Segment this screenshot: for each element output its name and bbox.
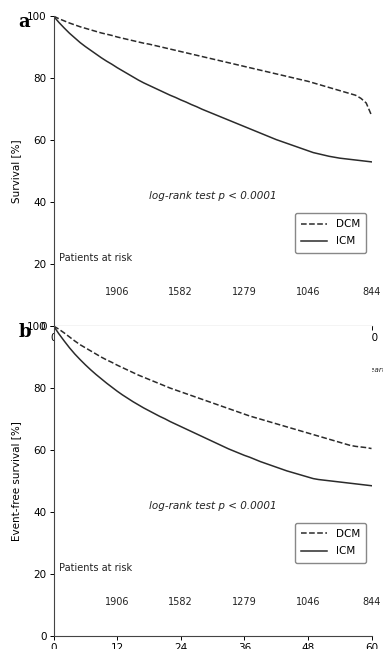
ICM <box>51 323 56 330</box>
DCM <box>115 361 119 369</box>
Text: b: b <box>19 323 31 341</box>
Text: ICM: Ischemic Cardiomyopathy; DCM: Dilated Cardiomyopathy; CHF: Chronic systolic: ICM: Ischemic Cardiomyopathy; DCM: Dilat… <box>54 367 383 373</box>
Text: 1906: 1906 <box>105 287 129 297</box>
ICM <box>369 158 374 165</box>
DCM <box>51 323 56 330</box>
Text: a: a <box>19 13 30 31</box>
Text: 1582: 1582 <box>169 287 193 297</box>
ICM <box>327 477 331 485</box>
ICM <box>242 452 247 459</box>
DCM <box>51 12 56 20</box>
DCM <box>115 33 119 41</box>
Text: Patients at risk: Patients at risk <box>59 563 132 573</box>
DCM <box>242 62 247 70</box>
Text: 1046: 1046 <box>296 597 320 607</box>
ICM <box>221 114 226 122</box>
Line: DCM: DCM <box>54 326 372 448</box>
Text: 1582: 1582 <box>169 597 193 607</box>
Line: ICM: ICM <box>54 16 372 162</box>
ICM <box>115 387 119 395</box>
Legend: DCM, ICM: DCM, ICM <box>295 523 366 563</box>
DCM <box>221 403 226 411</box>
Y-axis label: Survival [%]: Survival [%] <box>11 140 21 203</box>
DCM <box>327 84 331 92</box>
Line: DCM: DCM <box>54 16 372 116</box>
ICM <box>115 64 119 71</box>
Text: log-rank test p < 0.0001: log-rank test p < 0.0001 <box>149 501 277 511</box>
Text: 1906: 1906 <box>105 597 129 607</box>
DCM <box>221 58 226 66</box>
ICM <box>369 482 374 489</box>
ICM <box>327 153 331 160</box>
DCM <box>369 445 374 452</box>
DCM <box>126 36 130 43</box>
Legend: DCM, ICM: DCM, ICM <box>295 213 366 252</box>
Text: 1046: 1046 <box>296 287 320 297</box>
DCM <box>369 112 374 119</box>
Text: Patients at risk: Patients at risk <box>59 253 132 263</box>
ICM <box>162 415 167 422</box>
Line: ICM: ICM <box>54 326 372 485</box>
Text: 844: 844 <box>362 597 381 607</box>
DCM <box>327 435 331 443</box>
DCM <box>162 382 167 390</box>
Text: 844: 844 <box>362 287 381 297</box>
X-axis label: Months since discharge: Months since discharge <box>151 347 274 357</box>
DCM <box>126 366 130 374</box>
ICM <box>126 395 130 402</box>
Y-axis label: Event-free survival [%]: Event-free survival [%] <box>11 421 21 541</box>
Text: log-rank test p < 0.0001: log-rank test p < 0.0001 <box>149 191 277 201</box>
ICM <box>162 89 167 97</box>
ICM <box>51 12 56 20</box>
ICM <box>126 70 130 78</box>
ICM <box>242 123 247 130</box>
DCM <box>162 44 167 52</box>
DCM <box>242 410 247 418</box>
Text: 1279: 1279 <box>232 287 257 297</box>
Text: 1279: 1279 <box>232 597 257 607</box>
ICM <box>221 443 226 450</box>
